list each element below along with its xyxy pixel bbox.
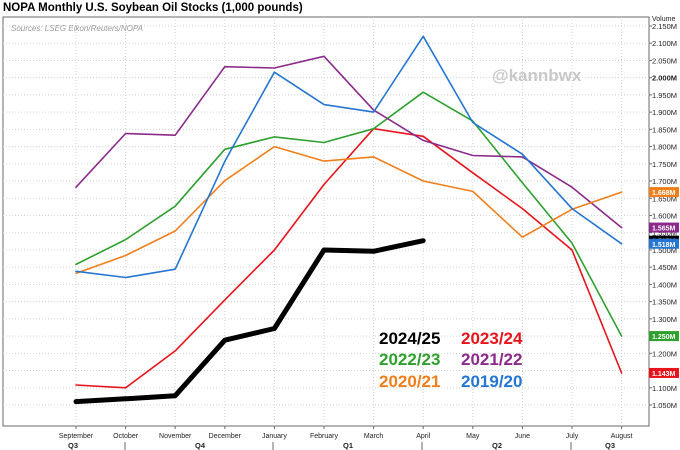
y-tick-label: 1.400M [652, 280, 677, 289]
chart-title: NOPA Monthly U.S. Soybean Oil Stocks (1,… [3, 2, 303, 14]
y-tick-label: 1.700M [652, 177, 677, 186]
y-axis-header: Volume [652, 16, 675, 23]
y-tick-label: 1.100M [652, 384, 677, 393]
x-tick-label: January [262, 433, 287, 440]
end-label-text: 1.518M [652, 242, 676, 249]
end-label-text: 1.143M [652, 371, 676, 378]
y-tick-label: 1.650M [652, 194, 677, 203]
end-label-box [649, 331, 679, 342]
y-tick-label: 1.350M [652, 298, 677, 307]
x-tick-label: October [113, 433, 139, 440]
end-label-box [649, 367, 679, 378]
y-tick-label: 2.050M [652, 56, 677, 65]
y-tick-label: 1.600M [652, 212, 677, 221]
y-tick-label: 2.150M [652, 22, 677, 31]
end-label-box [649, 238, 679, 249]
end-label-text: 1.565M [652, 226, 676, 233]
y-tick-label: 2.000M [652, 74, 677, 83]
legend-entry: 2019/20 [461, 372, 522, 391]
quarter-label: Q3 [605, 441, 615, 450]
legend-entry: 2021/22 [461, 350, 522, 369]
x-tick-label: May [466, 433, 480, 440]
x-tick-label: August [611, 433, 633, 440]
x-tick-label: September [59, 433, 94, 440]
y-tick-label: 1.200M [652, 349, 677, 358]
x-tick-label: February [310, 433, 339, 440]
end-label-text: 1.668M [652, 190, 676, 197]
y-tick-label: 1.750M [652, 160, 677, 169]
series-line-2019-20 [75, 35, 623, 279]
x-tick-label: December [209, 433, 242, 440]
quarter-label: Q4 [195, 441, 206, 450]
legend-entry: 2023/24 [461, 329, 523, 348]
y-tick-label: 1.800M [652, 143, 677, 152]
legend-entry: 2022/23 [379, 350, 440, 369]
end-label-box [649, 222, 679, 233]
legend-entry: 2024/25 [379, 329, 440, 348]
y-tick-label: 1.850M [652, 125, 677, 134]
series-line-2021-22 [75, 55, 623, 229]
x-tick-label: March [364, 433, 384, 440]
x-tick-label: July [566, 433, 579, 440]
series-line-2023-24 [75, 127, 623, 389]
legend-entry: 2020/21 [379, 372, 440, 391]
y-tick-label: 1.550M [652, 229, 677, 238]
end-label-text: 1.250M [652, 334, 676, 341]
series-line-2024-25 [73, 238, 426, 405]
series-line-2022-23 [75, 91, 623, 337]
y-tick-label: 2.100M [652, 39, 677, 48]
quarter-label: Q3 [68, 441, 78, 450]
y-tick-label: 1.450M [652, 263, 677, 272]
watermark: @kannbwx [492, 66, 582, 85]
y-tick-label: 1.900M [652, 108, 677, 117]
plot-area [2, 16, 650, 427]
source-note: Sources: LSEG Eikon/Reuters/NOPA [11, 24, 143, 33]
end-label-box [649, 187, 679, 198]
series-line-2020-21 [75, 145, 623, 275]
x-tick-label: April [416, 433, 430, 440]
y-tick-label: 1.050M [652, 401, 677, 410]
y-tick-label: 1.300M [652, 315, 677, 324]
y-tick-label: 1.950M [652, 91, 677, 100]
y-tick-label: 1.500M [652, 246, 677, 255]
quarter-label: Q2 [492, 441, 502, 450]
x-tick-label: November [159, 433, 192, 440]
x-tick-label: June [515, 433, 530, 440]
quarter-label: Q1 [343, 441, 353, 450]
